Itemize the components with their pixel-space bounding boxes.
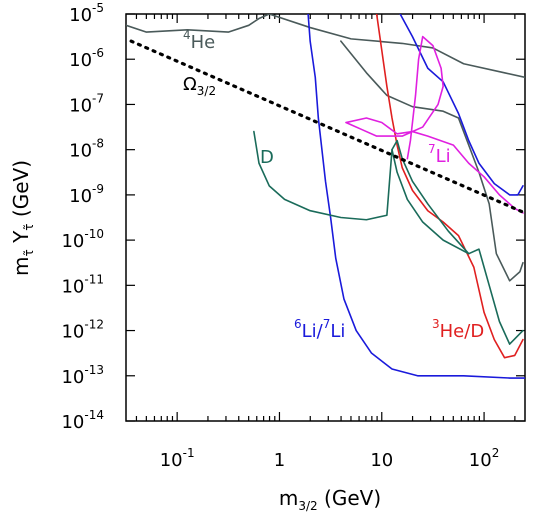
y-tick-label: 10-9 bbox=[69, 182, 104, 207]
curve-li6li7_b bbox=[399, 14, 524, 196]
y-tick-label: 10-5 bbox=[69, 1, 104, 26]
curve-d_b bbox=[391, 148, 470, 255]
curve-li7 bbox=[345, 35, 524, 214]
y-tick-label: 10-7 bbox=[69, 91, 104, 116]
x-axis-title: m3/2 (GeV) bbox=[279, 486, 381, 513]
curves bbox=[126, 14, 525, 379]
label-omega: Ω3/2 bbox=[183, 74, 216, 98]
y-tick-label: 10-6 bbox=[69, 46, 104, 71]
curve-omega bbox=[129, 39, 525, 215]
y-tick-label: 10-13 bbox=[61, 363, 104, 388]
label-he4: 4He bbox=[183, 28, 215, 53]
x-tick-label: 102 bbox=[469, 446, 500, 471]
curve-he3d bbox=[375, 14, 524, 359]
y-tick-label: 10-14 bbox=[61, 408, 104, 433]
y-tick-label: 10-12 bbox=[61, 318, 104, 343]
label-li7: 7Li bbox=[428, 142, 451, 167]
label-d_main: D bbox=[260, 147, 274, 168]
label-he3d: 3He/D bbox=[432, 317, 484, 342]
curve-li6li7 bbox=[307, 14, 525, 379]
y-tick-label: 10-11 bbox=[61, 272, 104, 297]
curve-d_main bbox=[253, 130, 524, 345]
y-tick-label: 10-10 bbox=[61, 227, 104, 252]
x-tick-label: 10-1 bbox=[160, 446, 195, 471]
y-axis-title: mτ̃ Yτ̃ (GeV) bbox=[9, 160, 36, 276]
y-tick-label: 10-8 bbox=[69, 137, 104, 162]
plot-frame bbox=[125, 13, 526, 422]
curve-he4 bbox=[126, 14, 525, 79]
x-tick-label: 10 bbox=[370, 450, 393, 471]
x-tick-label: 1 bbox=[274, 450, 285, 471]
curve-he4_b bbox=[340, 40, 524, 282]
label-li6li7: 6Li/7Li bbox=[294, 317, 345, 342]
